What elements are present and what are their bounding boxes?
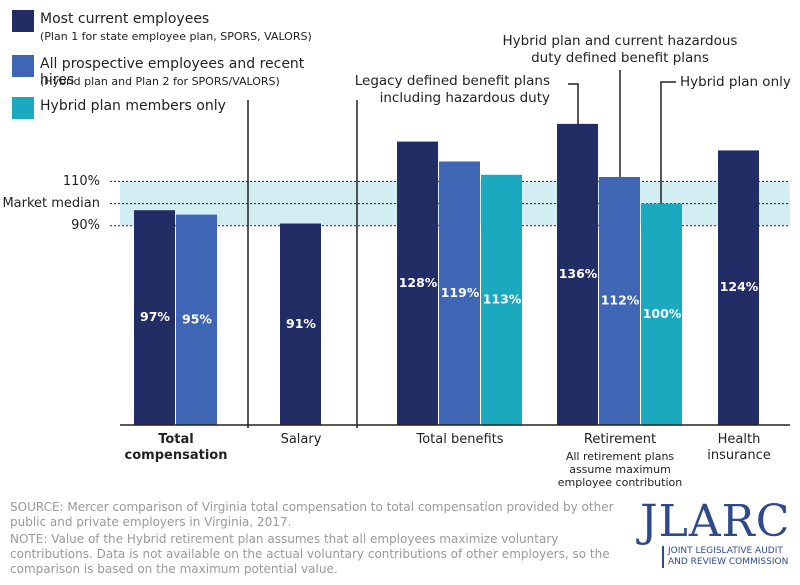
value-label: 124% bbox=[720, 279, 759, 294]
y-tick-label: 110% bbox=[63, 174, 100, 189]
bar bbox=[641, 203, 682, 425]
annotation: Hybrid plan and current hazardous duty d… bbox=[502, 33, 738, 66]
value-label: 95% bbox=[182, 311, 212, 326]
bar bbox=[481, 174, 522, 425]
bar bbox=[557, 123, 598, 425]
y-tick-label: 90% bbox=[71, 218, 100, 233]
annotation: Legacy defined benefit plans including h… bbox=[354, 73, 550, 106]
leader-line bbox=[660, 81, 676, 204]
value-label: 112% bbox=[601, 293, 640, 308]
legend-swatch bbox=[12, 97, 34, 119]
x-tick-label: Salary bbox=[280, 432, 322, 447]
legend-description: (Plan 1 for state employee plan, SPORS, … bbox=[40, 30, 312, 43]
legend-swatch bbox=[12, 55, 34, 77]
bar bbox=[280, 223, 321, 425]
value-label: 113% bbox=[483, 291, 522, 306]
y-tick-label: Market median bbox=[2, 196, 100, 211]
legend-label: Most current employees bbox=[40, 11, 210, 27]
leader-line bbox=[568, 83, 579, 126]
bar bbox=[134, 210, 175, 425]
bar bbox=[439, 161, 480, 425]
x-tick-label: Retirement bbox=[583, 432, 657, 447]
value-label: 136% bbox=[559, 266, 598, 281]
legend-label: All prospective employees and recent hir… bbox=[40, 56, 305, 88]
legend-swatch bbox=[12, 10, 34, 32]
value-label: 91% bbox=[286, 316, 316, 331]
legend-label: Hybrid plan members only bbox=[40, 98, 226, 114]
bar bbox=[718, 150, 759, 425]
legend-description: (Hybrid plan and Plan 2 for SPORS/VALORS… bbox=[40, 75, 280, 88]
value-label: 100% bbox=[643, 306, 682, 321]
bar bbox=[176, 214, 217, 425]
source: SOURCE: Mercer comparison of Virginia to… bbox=[10, 500, 614, 529]
logo-subtitle: JOINT LEGISLATIVE AUDIT AND REVIEW COMMI… bbox=[662, 546, 798, 568]
x-tick-label: Total benefits bbox=[416, 432, 504, 447]
bar bbox=[397, 141, 438, 426]
annotation: Hybrid plan only bbox=[680, 74, 791, 90]
bar bbox=[599, 177, 640, 425]
leaders bbox=[568, 70, 676, 204]
value-label: 119% bbox=[441, 285, 480, 300]
value-label: 128% bbox=[399, 275, 438, 290]
note: NOTE: Value of the Hybrid retirement pla… bbox=[10, 532, 610, 576]
value-label: 97% bbox=[140, 309, 170, 324]
category-note: All retirement plans assume maximum empl… bbox=[557, 450, 683, 489]
x-tick-label: Health insurance bbox=[707, 432, 771, 463]
logo: JLARC bbox=[640, 496, 791, 547]
x-tick-label: Total compensation bbox=[124, 432, 228, 463]
